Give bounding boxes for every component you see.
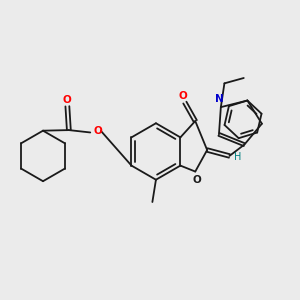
Text: H: H — [234, 152, 242, 162]
Text: N: N — [215, 94, 224, 104]
Text: O: O — [192, 175, 201, 185]
Text: O: O — [178, 91, 187, 101]
Text: O: O — [63, 95, 72, 105]
Text: O: O — [93, 126, 102, 136]
